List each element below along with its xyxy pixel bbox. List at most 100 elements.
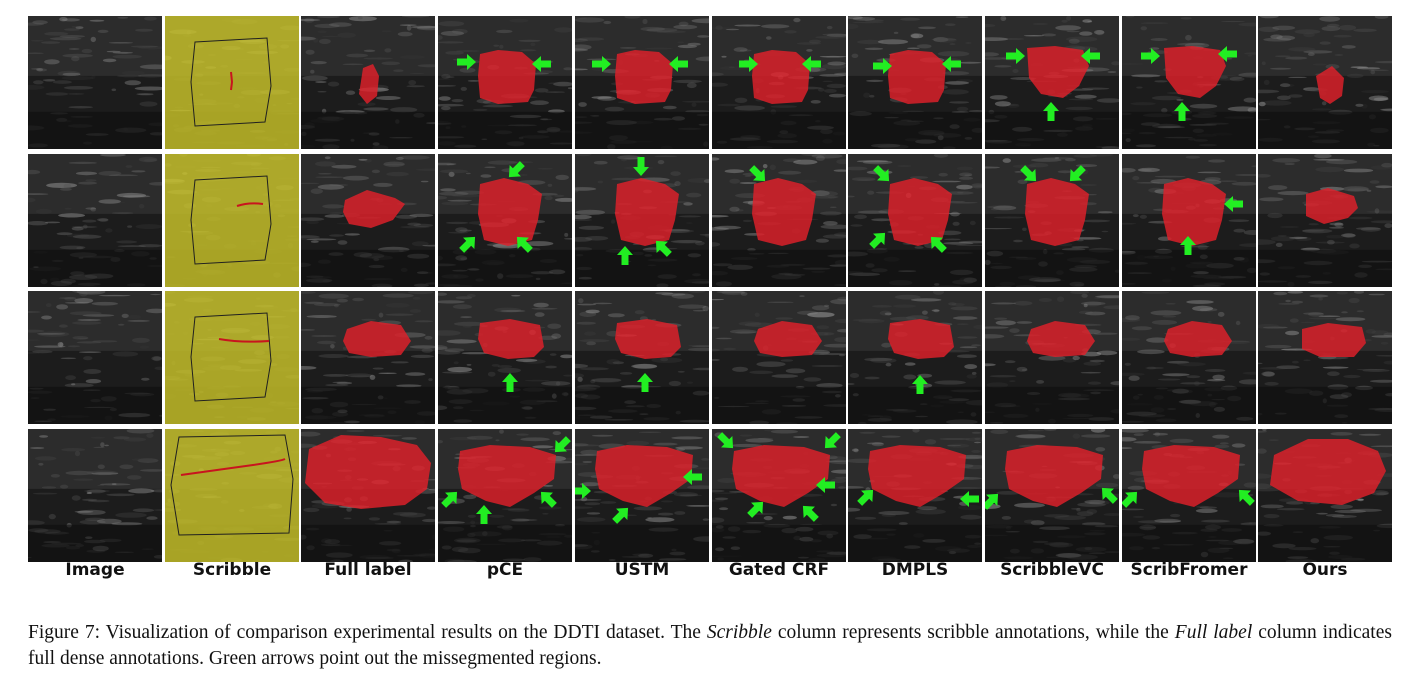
cell-r4-pce	[438, 429, 572, 562]
missegment-arrow-icon	[1101, 487, 1118, 504]
cell-r3-image	[28, 291, 162, 424]
missegment-arrow-icon	[1174, 102, 1190, 121]
cell-r2-pce	[438, 154, 572, 287]
caption-prefix: Figure 7: Visualization of comparison ex…	[28, 622, 707, 643]
cell-r3-dmpls	[848, 291, 982, 424]
caption-em-scribble: Scribble	[706, 622, 772, 643]
missegment-arrow-icon	[575, 483, 591, 499]
missegment-arrow-icon	[717, 432, 734, 449]
column-label-gated-crf: Gated CRF	[728, 560, 830, 580]
cell-r4-image	[28, 429, 162, 562]
missegment-arrow-icon	[749, 165, 766, 182]
cell-r3-ustm	[575, 291, 709, 424]
cell-r4-scribblevc	[985, 429, 1119, 562]
missegment-arrow-icon	[985, 493, 999, 510]
missegment-arrow-icon	[1122, 491, 1138, 508]
missegment-arrow-icon	[532, 56, 551, 72]
missegment-arrow-icon	[942, 56, 961, 72]
missegment-arrow-icon	[1081, 48, 1100, 64]
cell-r1-scribblevc	[985, 16, 1119, 149]
cell-r2-scribble	[165, 154, 299, 287]
missegment-arrow-icon	[912, 375, 928, 394]
missegment-arrow-icon	[747, 501, 764, 518]
missegment-arrow-icon	[1141, 48, 1160, 64]
figure-caption: Figure 7: Visualization of comparison ex…	[28, 620, 1392, 672]
cell-r1-dmpls	[848, 16, 982, 149]
missegment-arrow-icon	[1006, 48, 1025, 64]
missegment-arrow-icon	[873, 58, 892, 74]
cell-r2-dmpls	[848, 154, 982, 287]
missegment-arrow-icon	[1218, 46, 1237, 62]
missegment-arrow-icon	[739, 56, 758, 72]
column-label-pce: pCE	[486, 560, 524, 580]
column-label-ours: Ours	[1302, 560, 1348, 580]
cell-r1-full-label	[301, 16, 435, 149]
cell-r4-ustm	[575, 429, 709, 562]
cell-r2-ustm	[575, 154, 709, 287]
cell-r4-dmpls	[848, 429, 982, 562]
missegment-arrow-icon	[540, 491, 557, 508]
missegment-arrow-icon	[516, 236, 533, 253]
caption-middle: column represents scribble annotations, …	[771, 622, 1175, 643]
missegment-arrow-icon	[857, 489, 874, 506]
column-label-image: Image	[65, 560, 125, 580]
cell-r1-gated-crf	[712, 16, 846, 149]
missegment-arrow-icon	[1224, 196, 1243, 212]
column-label-scribfromer: ScribFromer	[1130, 560, 1248, 580]
cell-r1-scribfromer	[1122, 16, 1256, 149]
missegment-arrow-icon	[457, 54, 476, 70]
cell-r2-gated-crf	[712, 154, 846, 287]
missegment-arrow-icon	[1238, 489, 1255, 506]
missegment-arrow-icon	[441, 491, 458, 508]
cell-r1-ours	[1258, 16, 1392, 149]
missegment-arrow-icon	[612, 507, 629, 524]
cell-r3-scribfromer	[1122, 291, 1256, 424]
missegment-arrow-icon	[1020, 165, 1037, 182]
column-label-scribble: Scribble	[192, 560, 272, 580]
cell-r1-ustm	[575, 16, 709, 149]
cell-r4-gated-crf	[712, 429, 846, 562]
cell-r2-ours	[1258, 154, 1392, 287]
cell-r3-pce	[438, 291, 572, 424]
cell-r4-full-label	[301, 429, 435, 562]
missegment-arrow-icon	[637, 373, 653, 392]
caption-em-full-label: Full label	[1174, 622, 1253, 643]
cell-r3-ours	[1258, 291, 1392, 424]
missegment-arrow-icon	[802, 505, 819, 522]
cell-r2-image	[28, 154, 162, 287]
missegment-arrow-icon	[873, 165, 890, 182]
column-label-scribblevc: ScribbleVC	[1000, 560, 1104, 580]
cell-r3-full-label	[301, 291, 435, 424]
missegment-arrow-icon	[633, 157, 649, 176]
missegment-arrow-icon	[824, 432, 841, 449]
cell-r3-gated-crf	[712, 291, 846, 424]
missegment-arrow-icon	[1043, 102, 1059, 121]
cell-r1-image	[28, 16, 162, 149]
missegment-arrow-icon	[1180, 236, 1196, 255]
missegment-arrow-icon	[930, 236, 947, 253]
missegment-arrow-icon	[802, 56, 821, 72]
missegment-arrow-icon	[1069, 165, 1086, 182]
missegment-arrow-icon	[869, 232, 886, 249]
cell-r3-scribble	[165, 291, 299, 424]
missegment-arrow-icon	[502, 373, 518, 392]
column-label-dmpls: DMPLS	[881, 560, 949, 580]
image-grid	[28, 16, 1392, 564]
cell-r4-scribble	[165, 429, 299, 562]
missegment-arrow-icon	[476, 505, 492, 524]
missegment-arrow-icon	[459, 236, 476, 253]
missegment-arrow-icon	[816, 477, 835, 493]
cell-r4-scribfromer	[1122, 429, 1256, 562]
missegment-arrow-icon	[960, 491, 979, 507]
missegment-arrow-icon	[655, 240, 672, 257]
missegment-arrow-icon	[669, 56, 688, 72]
cell-r1-scribble	[165, 16, 299, 149]
cell-r1-pce	[438, 16, 572, 149]
cell-r2-full-label	[301, 154, 435, 287]
missegment-arrow-icon	[592, 56, 611, 72]
missegment-arrow-icon	[683, 469, 702, 485]
caption-suffix: column indicates full dense annotations.…	[28, 622, 1392, 669]
missegment-arrow-icon	[508, 161, 525, 178]
column-label-ustm: USTM	[614, 560, 670, 580]
cell-r3-scribblevc	[985, 291, 1119, 424]
